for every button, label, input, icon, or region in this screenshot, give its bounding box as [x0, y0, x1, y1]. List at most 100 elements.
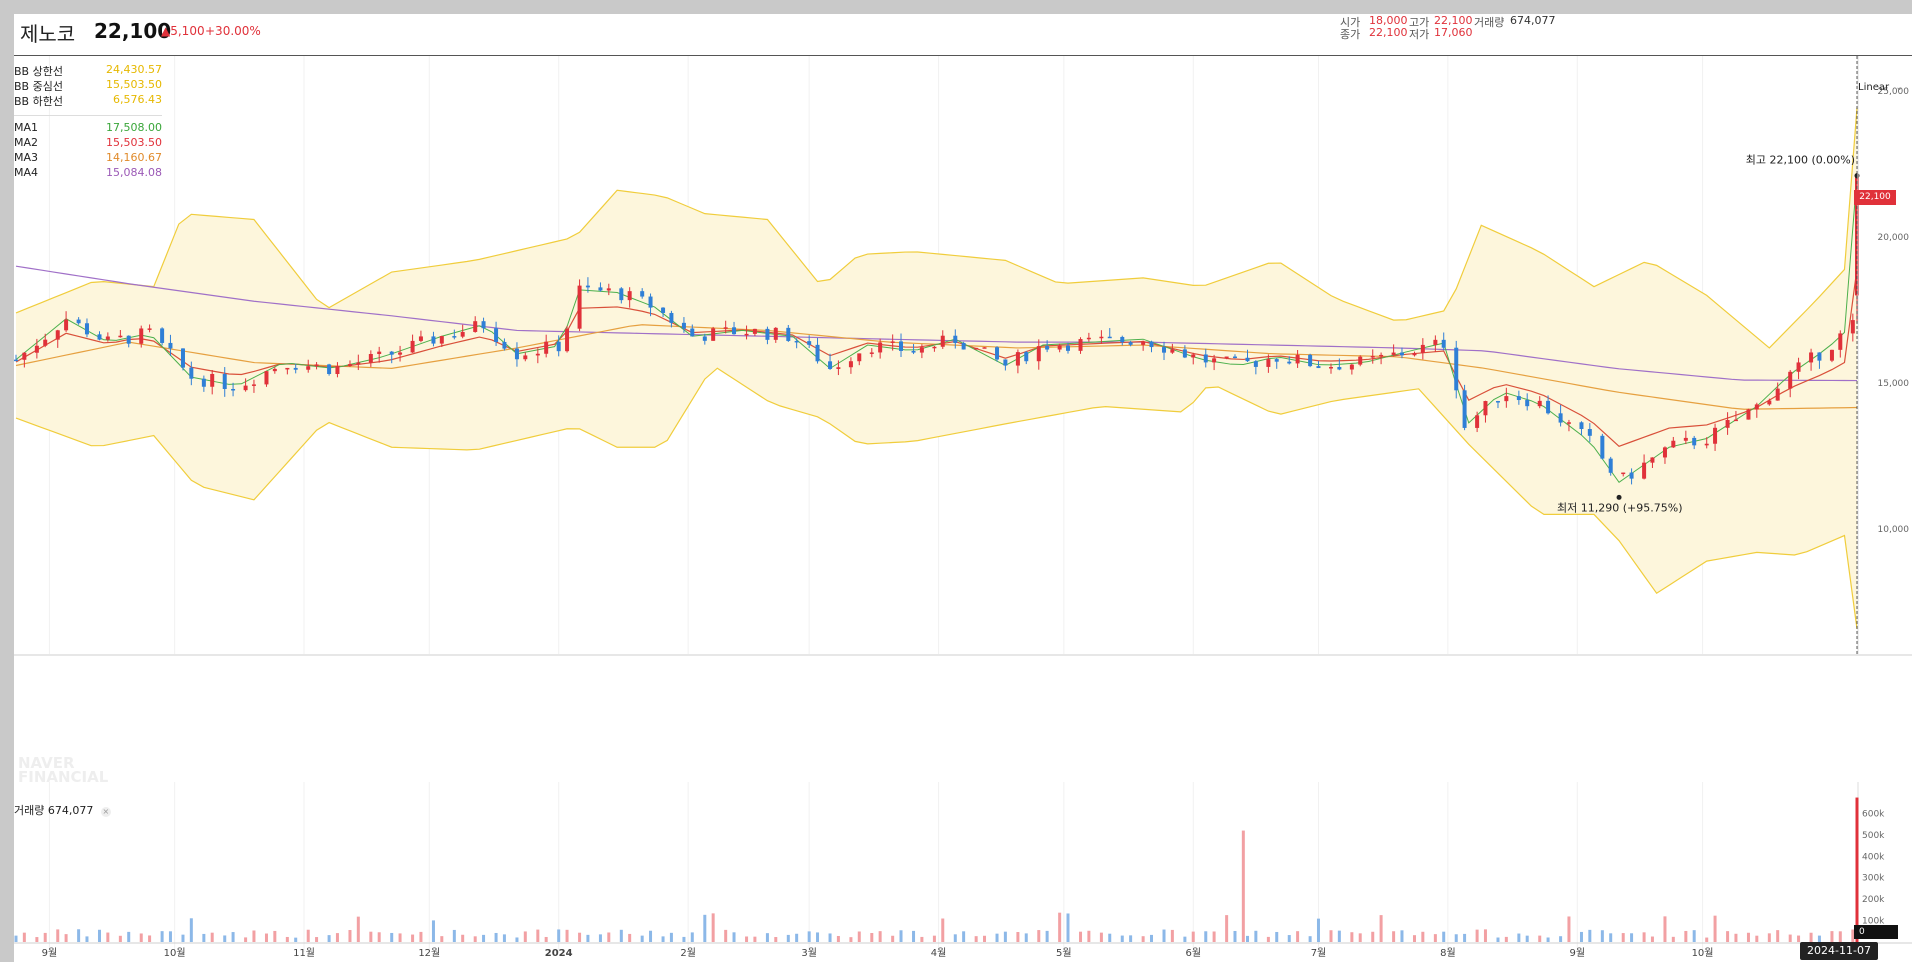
price-chart[interactable]: 최고 22,100 (0.00%) 최저 11,290 (+95.75%) 10,0…	[14, 56, 1912, 656]
volume-bar	[1191, 931, 1195, 942]
candle-body	[1817, 352, 1822, 361]
volume-bar	[264, 933, 268, 942]
ma1-line	[15, 175, 1858, 483]
price-change-value: 5,100	[170, 24, 205, 38]
candle-body	[306, 366, 311, 370]
ohlc-high-value: 22,100	[1434, 14, 1473, 27]
candle-body	[481, 321, 486, 329]
up-arrow-icon: ▲	[161, 24, 171, 38]
candle-body	[494, 328, 499, 342]
candle-body	[1775, 388, 1780, 401]
volume-bar	[244, 937, 248, 942]
legend-label: BB 하한선	[14, 95, 63, 108]
legend-label: MA4	[14, 166, 39, 179]
candle-body	[995, 347, 1000, 360]
volume-bar	[1767, 933, 1771, 942]
candle-body	[97, 334, 102, 340]
x-axis-label: 5월	[1056, 947, 1072, 958]
volume-bar	[690, 932, 694, 942]
volume-bar	[995, 933, 999, 942]
candle-body	[105, 336, 110, 340]
volume-bar	[1830, 931, 1834, 942]
volume-bar	[139, 933, 143, 942]
candle-body	[1232, 356, 1237, 359]
high-label: 고가	[1409, 16, 1430, 29]
volume-bar	[1475, 929, 1479, 942]
candle-body	[765, 328, 770, 340]
volume-bar	[56, 929, 60, 942]
candle-body	[1546, 400, 1551, 414]
volume-bar	[1108, 933, 1112, 942]
volume-bar	[1809, 932, 1813, 942]
scale-mode-dropdown[interactable]: Linear ⌄	[1858, 82, 1904, 93]
volume-bar	[899, 930, 903, 942]
close-icon[interactable]: ×	[100, 807, 111, 817]
candle-body	[640, 291, 645, 297]
candle-body	[940, 335, 945, 347]
volume-bar	[127, 931, 131, 942]
volume-bar	[327, 935, 331, 942]
volume-bar	[1308, 936, 1312, 942]
candle-body	[431, 336, 436, 344]
candle-body	[1566, 422, 1571, 424]
volume-bar	[983, 935, 987, 942]
candle-body	[1245, 357, 1250, 362]
volume-bar	[1087, 930, 1091, 942]
legend-ma3: MA3 14,160.67	[14, 151, 162, 166]
candle-body	[786, 327, 791, 341]
volume-bar	[1099, 932, 1103, 942]
low-label: 저가	[1409, 28, 1430, 41]
candle-body	[1796, 362, 1801, 372]
volume-bar	[64, 934, 68, 942]
volume-bar	[1212, 931, 1216, 942]
candle-body	[1057, 345, 1062, 350]
volume-bar	[1663, 916, 1667, 942]
price-tick-label: 15,000	[1878, 379, 1910, 389]
volume-bar	[1254, 930, 1258, 942]
ohlc-open: 시가	[1340, 14, 1360, 30]
candle-body	[1454, 347, 1459, 391]
bb-lower-line	[15, 367, 1858, 630]
candle-body	[1621, 472, 1626, 475]
candle-body	[452, 336, 457, 338]
candle-body	[1671, 440, 1676, 448]
price-tick-label: 10,000	[1878, 525, 1910, 535]
bollinger-band-fill	[16, 107, 1857, 629]
candle-body	[1391, 352, 1396, 355]
candle-body	[285, 367, 290, 370]
volume-bar	[619, 929, 623, 942]
volume-bar	[1579, 931, 1583, 942]
volume-bar	[557, 929, 561, 942]
volume-chart[interactable]: 100k 200k 300k 400k 500k 600k 9월 10월 11월 12월 2024 2…	[14, 782, 1912, 958]
high-value: 22,100	[1434, 14, 1473, 27]
volume-bar	[1621, 933, 1625, 942]
candle-body	[55, 330, 60, 340]
volume-bar	[252, 930, 256, 942]
volume-bar	[1183, 936, 1187, 942]
stock-name: 제노코	[20, 22, 76, 46]
volume-bar	[1454, 934, 1458, 942]
volume-bar	[1225, 915, 1229, 942]
volume-bar	[431, 920, 435, 942]
ohlc-close-value: 22,100	[1369, 26, 1408, 39]
candle-body	[1203, 354, 1208, 363]
legend-divider	[14, 115, 162, 116]
volume-bar	[640, 935, 644, 942]
volume-value: 674,077	[1510, 14, 1556, 27]
candle-body	[961, 342, 966, 350]
volume-bar	[1045, 930, 1049, 942]
candle-body	[1558, 413, 1563, 423]
candle-body	[1650, 457, 1655, 463]
candle-body	[502, 341, 507, 349]
volume-bar	[335, 933, 339, 942]
candle-body	[1642, 462, 1647, 479]
legend-label: MA2	[14, 136, 39, 149]
candle-body	[389, 351, 394, 355]
low-annotation: 최저 11,290 (+95.75%)	[1557, 501, 1682, 514]
legend-value: 15,503.50	[106, 136, 162, 149]
volume-bar	[1392, 931, 1396, 942]
legend-label: MA3	[14, 151, 39, 164]
volume-bar	[1358, 933, 1362, 942]
candle-body	[544, 341, 549, 354]
volume-bar	[148, 935, 152, 942]
